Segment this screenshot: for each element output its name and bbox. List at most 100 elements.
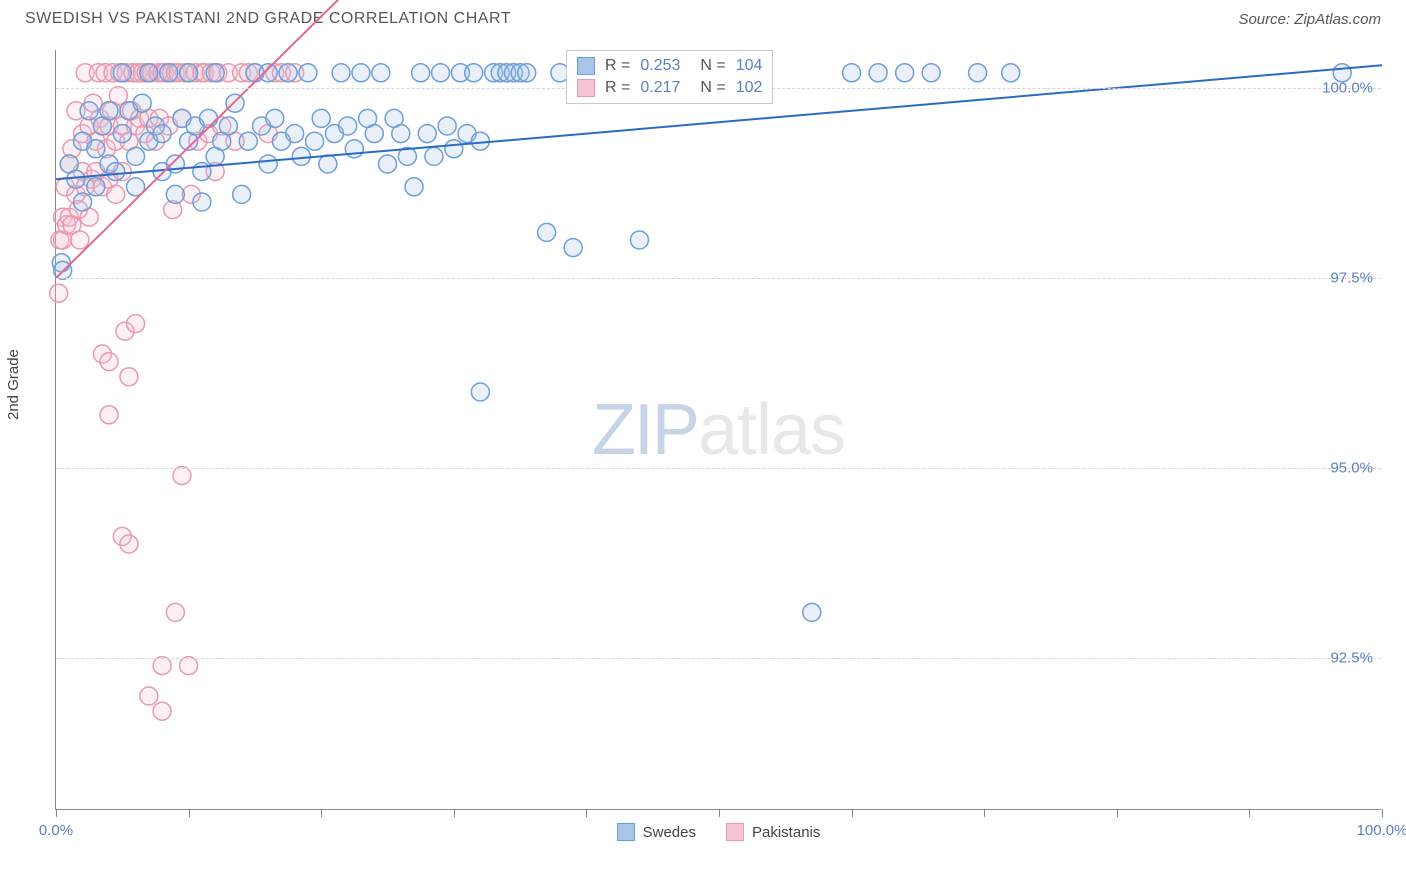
data-point [87, 140, 105, 158]
data-point [418, 125, 436, 143]
data-point [206, 64, 224, 82]
legend-r-label: R = [605, 79, 630, 97]
data-point [869, 64, 887, 82]
gridline [56, 468, 1381, 469]
data-point [392, 125, 410, 143]
data-point [166, 603, 184, 621]
data-point [843, 64, 861, 82]
data-point [259, 155, 277, 173]
data-point [279, 64, 297, 82]
data-point [630, 231, 648, 249]
data-point [299, 64, 317, 82]
chart-plot-area: ZIPatlas R =0.253N =104R =0.217N =102 Sw… [55, 50, 1381, 810]
data-point [266, 109, 284, 127]
x-tick-label: 0.0% [39, 822, 73, 839]
data-point [153, 702, 171, 720]
data-point [180, 657, 198, 675]
data-point [113, 125, 131, 143]
x-tick [586, 809, 587, 817]
data-point [120, 368, 138, 386]
data-point [100, 102, 118, 120]
data-point [365, 125, 383, 143]
data-point [922, 64, 940, 82]
legend-swatch [726, 823, 744, 841]
data-point [412, 64, 430, 82]
data-point [107, 163, 125, 181]
data-point [306, 132, 324, 150]
data-point [339, 117, 357, 135]
data-point [233, 185, 251, 203]
data-point [173, 467, 191, 485]
data-point [425, 147, 443, 165]
data-point [199, 109, 217, 127]
y-tick-label: 95.0% [1330, 460, 1373, 477]
legend-n-label: N = [700, 79, 725, 97]
x-tick [1382, 809, 1383, 817]
data-point [127, 147, 145, 165]
data-point [896, 64, 914, 82]
y-tick-label: 97.5% [1330, 270, 1373, 287]
data-point [180, 64, 198, 82]
data-point [438, 117, 456, 135]
data-point [80, 102, 98, 120]
data-point [432, 64, 450, 82]
data-point [538, 223, 556, 241]
data-point [564, 239, 582, 257]
gridline [56, 278, 1381, 279]
legend-row: R = 0.217 N = 102 [577, 77, 762, 99]
y-axis-label: 2nd Grade [5, 349, 22, 420]
data-point [107, 185, 125, 203]
chart-title: SWEDISH VS PAKISTANI 2ND GRADE CORRELATI… [25, 10, 511, 28]
data-point [166, 185, 184, 203]
data-point [160, 64, 178, 82]
data-point [120, 535, 138, 553]
legend-r-label: R = [605, 57, 630, 75]
legend-row: R =0.253N =104 [577, 55, 762, 77]
x-tick [719, 809, 720, 817]
data-point [133, 94, 151, 112]
data-point [153, 657, 171, 675]
data-point [319, 155, 337, 173]
series-legend-label: Pakistanis [752, 824, 820, 841]
data-point [67, 170, 85, 188]
data-point [100, 353, 118, 371]
legend-n-value: 104 [736, 57, 763, 75]
x-tick [984, 809, 985, 817]
data-point [71, 231, 89, 249]
data-point [445, 140, 463, 158]
series-legend-item: Pakistanis [726, 823, 820, 841]
series-legend-item: Swedes [617, 823, 696, 841]
data-point [803, 603, 821, 621]
data-point [50, 284, 68, 302]
x-tick [56, 809, 57, 817]
data-point [259, 64, 277, 82]
data-point [332, 64, 350, 82]
legend-r-value: 0.253 [640, 57, 680, 75]
data-point [465, 64, 483, 82]
data-point [286, 125, 304, 143]
data-point [379, 155, 397, 173]
data-point [969, 64, 987, 82]
data-point [219, 117, 237, 135]
data-point [372, 64, 390, 82]
legend-n-value: 102 [736, 79, 763, 97]
legend-swatch [577, 57, 595, 75]
legend-r-value: 0.217 [640, 79, 680, 97]
x-tick [454, 809, 455, 817]
data-point [193, 193, 211, 211]
data-point [1002, 64, 1020, 82]
data-point [405, 178, 423, 196]
data-point [153, 125, 171, 143]
chart-header: SWEDISH VS PAKISTANI 2ND GRADE CORRELATI… [0, 0, 1406, 36]
legend-swatch [617, 823, 635, 841]
data-point [292, 147, 310, 165]
y-tick-label: 92.5% [1330, 650, 1373, 667]
y-tick-label: 100.0% [1322, 80, 1373, 97]
x-tick-label: 100.0% [1357, 822, 1406, 839]
data-point [113, 64, 131, 82]
series-legend: Swedes Pakistanis [56, 823, 1381, 841]
data-point [471, 383, 489, 401]
x-tick [852, 809, 853, 817]
data-point [226, 94, 244, 112]
data-point [74, 193, 92, 211]
